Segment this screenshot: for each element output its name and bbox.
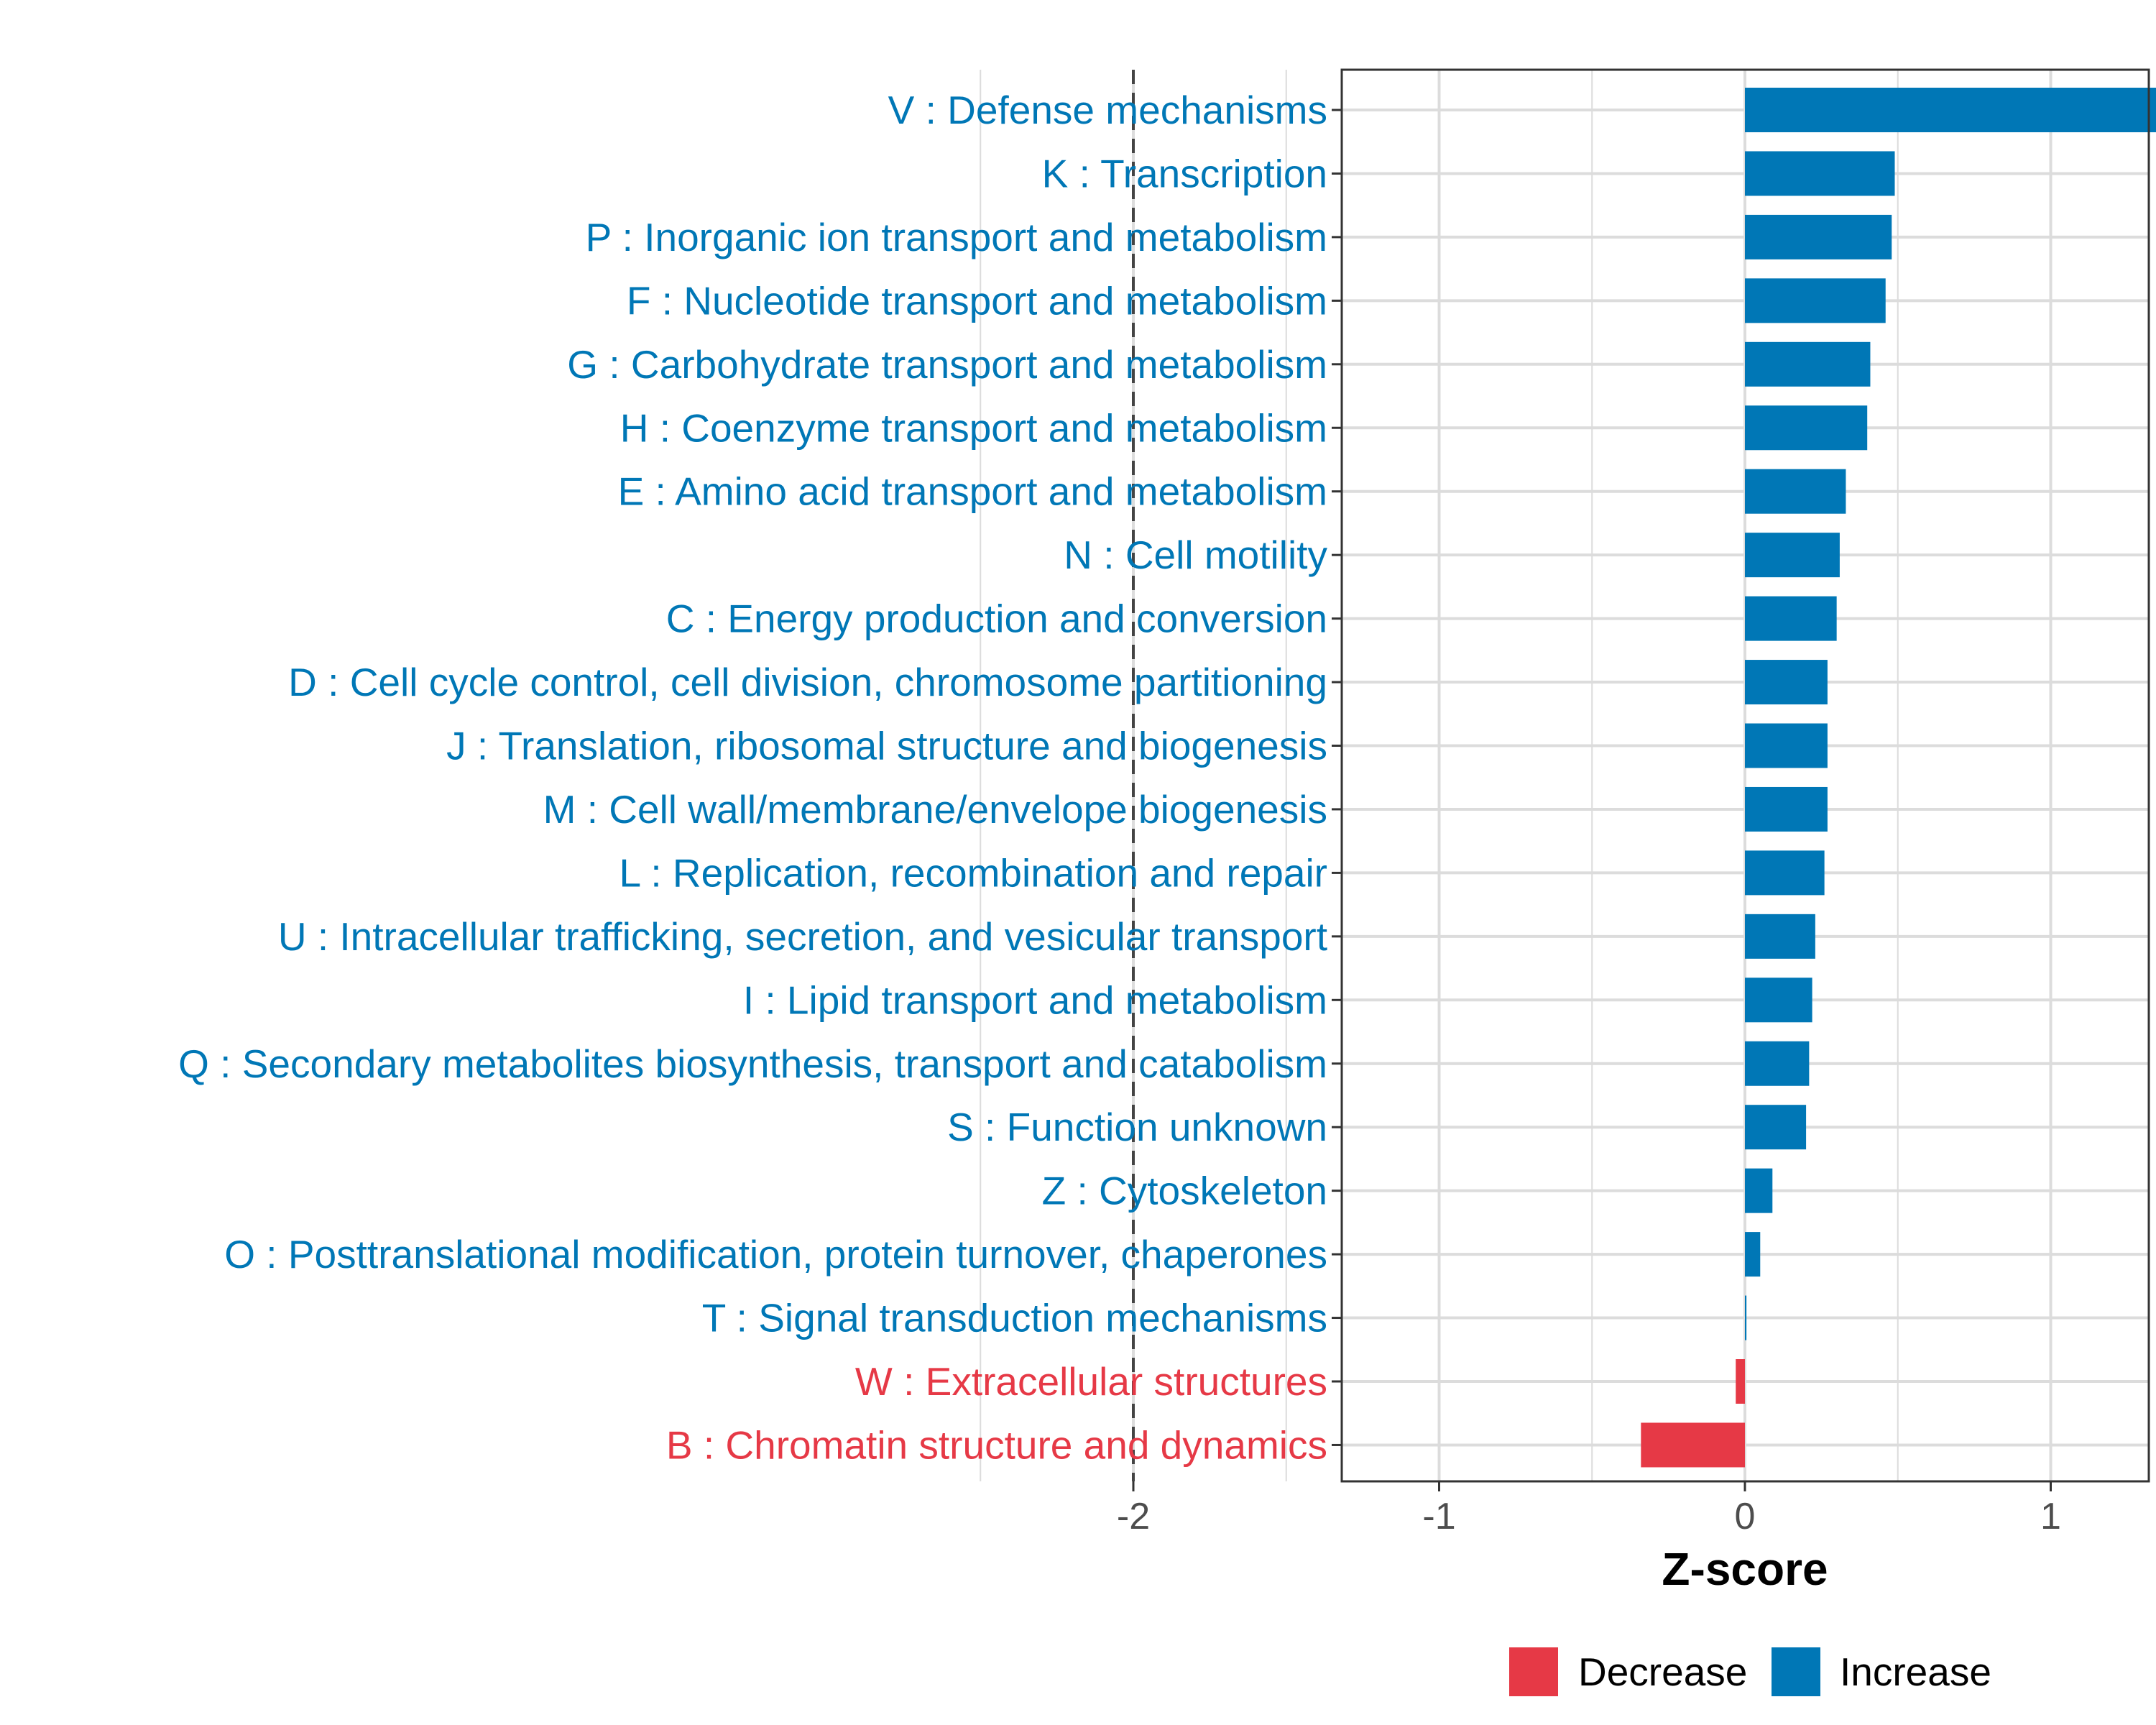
category-label: V : Defense mechanisms: [888, 88, 1327, 132]
category-label: E : Amino acid transport and metabolism: [618, 469, 1327, 514]
bar: [1745, 850, 1825, 896]
bar: [1745, 405, 1868, 451]
bar: [1745, 914, 1815, 959]
bar: [1745, 723, 1828, 768]
category-label: D : Cell cycle control, cell division, c…: [288, 660, 1327, 704]
bar: [1745, 1168, 1773, 1213]
category-label: O : Posttranslational modification, prot…: [224, 1232, 1327, 1276]
legend-swatch: [1772, 1647, 1820, 1696]
bar: [1745, 1105, 1807, 1150]
bar: [1745, 1041, 1810, 1086]
category-label: M : Cell wall/membrane/envelope biogenes…: [543, 787, 1327, 832]
bar: [1745, 660, 1828, 705]
bar: [1745, 341, 1871, 387]
legend-swatch: [1509, 1647, 1558, 1696]
bar: [1641, 1422, 1745, 1468]
category-label: Z : Cytoskeleton: [1042, 1169, 1327, 1213]
category-label: T : Signal transduction mechanisms: [702, 1296, 1327, 1340]
category-label: F : Nucleotide transport and metabolism: [627, 278, 1327, 323]
x-tick-label: -2: [1117, 1496, 1150, 1537]
category-label: I : Lipid transport and metabolism: [743, 978, 1327, 1022]
category-label: B : Chromatin structure and dynamics: [666, 1422, 1327, 1467]
bar: [1745, 88, 2156, 132]
bar: [1745, 469, 1846, 514]
category-label: N : Cell motility: [1064, 533, 1327, 577]
bar: [1745, 151, 1895, 196]
category-label: U : Intracellular trafficking, secretion…: [278, 914, 1327, 959]
x-axis-ticks: -2-1012: [1117, 68, 2150, 1537]
x-tick-label: 1: [2040, 1496, 2061, 1537]
legend-label: Increase: [1840, 1650, 1991, 1694]
category-label: C : Energy production and conversion: [666, 597, 1327, 641]
bar: [1736, 1359, 1745, 1404]
category-label: L : Replication, recombination and repai…: [619, 850, 1327, 895]
category-labels: V : Defense mechanisms K : Transcription P…: [178, 88, 1327, 1467]
category-label: J : Translation, ribosomal structure and…: [446, 724, 1327, 768]
bar: [1745, 278, 1886, 323]
bars-layer: [1641, 88, 2156, 1468]
legend-label: Decrease: [1578, 1650, 1747, 1694]
bar: [1745, 978, 1812, 1023]
bar: [1745, 214, 1892, 259]
category-label: G : Carbohydrate transport and metabolis…: [567, 342, 1327, 387]
category-label: K : Transcription: [1042, 151, 1327, 196]
x-tick-label: -1: [1422, 1496, 1455, 1537]
bar: [1745, 533, 1840, 578]
category-label: P : Inorganic ion transport and metaboli…: [586, 215, 1327, 259]
x-tick-label: 0: [1735, 1496, 1756, 1537]
legend: Decrease Increase: [1509, 1647, 1991, 1696]
bar: [1745, 1232, 1761, 1277]
bar: [1745, 596, 1837, 641]
category-label: S : Function unknown: [947, 1105, 1327, 1149]
category-label: H : Coenzyme transport and metabolism: [620, 405, 1327, 450]
bar: [1745, 1295, 1747, 1340]
bar: [1745, 786, 1828, 832]
category-label: Q : Secondary metabolites biosynthesis, …: [178, 1041, 1327, 1086]
x-axis-title: Z-score: [1662, 1543, 1828, 1595]
category-label: W : Extracellular structures: [855, 1359, 1327, 1404]
